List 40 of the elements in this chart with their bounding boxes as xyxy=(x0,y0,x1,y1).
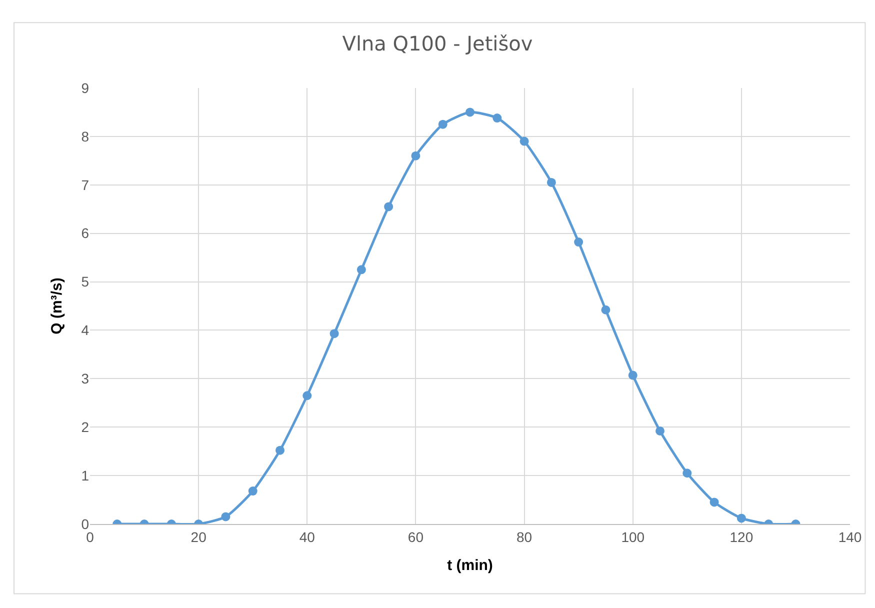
y-tick-label: 7 xyxy=(81,176,90,193)
x-tick-label: 40 xyxy=(299,528,316,545)
x-tick-label: 120 xyxy=(730,528,754,545)
y-axis-title: Q (m³/s) xyxy=(48,278,66,334)
point xyxy=(248,486,258,496)
point xyxy=(628,370,638,380)
y-tick-label: 3 xyxy=(81,370,90,387)
point xyxy=(356,265,366,274)
point xyxy=(574,238,584,247)
point xyxy=(330,329,339,338)
point xyxy=(601,305,610,314)
point xyxy=(438,120,448,129)
point xyxy=(276,446,284,455)
point xyxy=(710,498,719,507)
x-tick-label: 60 xyxy=(408,528,424,545)
point xyxy=(466,108,474,117)
y-tick-label: 0 xyxy=(81,516,90,532)
x-axis-title: t (min) xyxy=(447,556,493,574)
point xyxy=(682,468,692,478)
point xyxy=(736,514,746,523)
chart-title: Vlna Q100 - Jetišov xyxy=(342,31,533,56)
point xyxy=(302,391,312,400)
y-tick-label: 9 xyxy=(81,80,90,96)
point xyxy=(221,512,230,522)
point xyxy=(520,136,529,146)
y-tick-label: 1 xyxy=(81,467,90,484)
y-tick-label: 2 xyxy=(81,419,90,436)
x-tick-label: 20 xyxy=(190,528,207,545)
y-tick-label: 8 xyxy=(81,128,90,144)
y-tick-label: 6 xyxy=(81,225,90,242)
x-tick-label: 80 xyxy=(516,528,532,545)
point xyxy=(411,151,420,160)
point xyxy=(492,114,502,123)
y-tick-label: 4 xyxy=(81,322,90,338)
x-tick-label: 100 xyxy=(621,528,645,545)
y-tick-label: 5 xyxy=(81,274,90,290)
x-tick-label: 140 xyxy=(838,528,862,545)
point xyxy=(656,426,664,436)
point xyxy=(384,202,394,212)
point xyxy=(546,178,556,187)
